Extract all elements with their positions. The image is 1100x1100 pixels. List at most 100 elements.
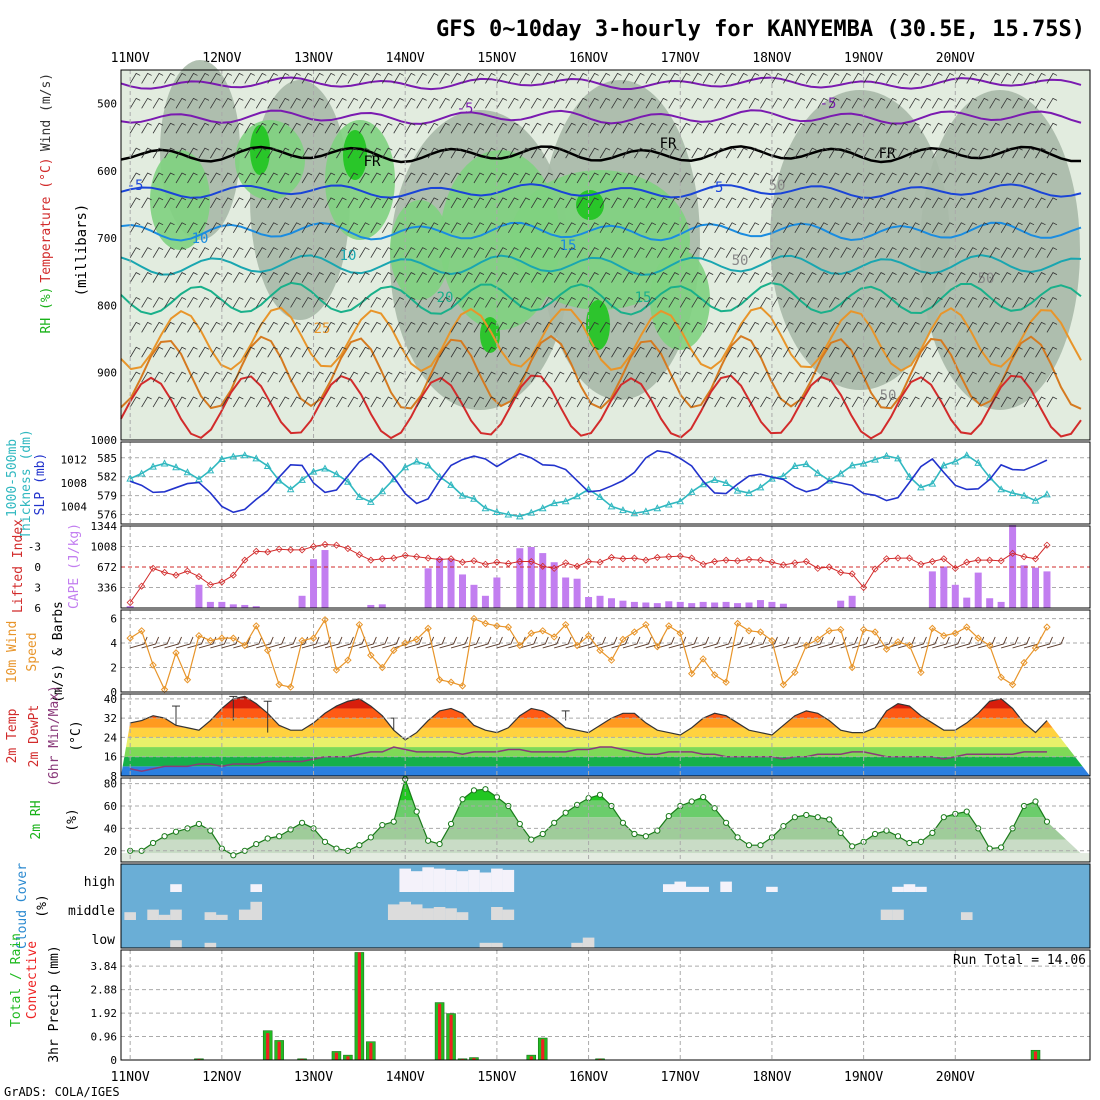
upper-wind-barb [175, 197, 187, 209]
wind-speed-point [917, 668, 925, 677]
upper-wind-barb [817, 247, 828, 258]
date-label-top: 15NOV [477, 51, 516, 66]
upper-wind-barb [164, 122, 175, 134]
upper-wind-barb [370, 272, 382, 283]
upper-wind-barb [645, 147, 657, 159]
upper-wind-barb [542, 222, 553, 234]
upper-wind-barb [496, 321, 508, 333]
upper-wind-barb [679, 222, 691, 234]
wind-barb [817, 636, 836, 649]
cape-tick-label: 336 [97, 582, 117, 595]
upper-wind-barb [622, 272, 634, 283]
upper-wind-barb [278, 172, 290, 184]
upper-wind-barb [840, 371, 851, 383]
upper-wind-barb [954, 296, 966, 308]
upper-wind-barb [427, 371, 439, 383]
upper-wind-barb [737, 147, 748, 159]
upper-wind-barb [187, 97, 198, 109]
upper-wind-barb [702, 147, 714, 159]
upper-wind-barb [278, 72, 290, 84]
lifted-index-point [481, 560, 489, 568]
upper-wind-barb [668, 172, 679, 184]
upper-wind-barb [221, 197, 233, 209]
cloud-block-high [456, 871, 469, 892]
upper-wind-barb [210, 272, 221, 283]
rh-point [1043, 818, 1051, 825]
upper-wind-barb [129, 296, 141, 308]
upper-wind-barb [152, 346, 164, 358]
upper-wind-barb [943, 172, 955, 184]
upper-wind-barb [324, 396, 336, 408]
wind-speed-point [1008, 680, 1017, 689]
upper-wind-barb [645, 321, 657, 333]
upper-wind-barb [1035, 247, 1046, 258]
upper-wind-barb [542, 321, 553, 333]
upper-wind-barb [221, 396, 233, 408]
thickness-point [229, 452, 238, 460]
upper-wind-barb [588, 172, 599, 184]
upper-wind-barb [1000, 147, 1012, 159]
precip-total-axis-label: Total / Rain [9, 933, 24, 1027]
upper-wind-barb [485, 371, 496, 383]
upper-wind-barb [966, 346, 977, 358]
thickness-point [458, 491, 467, 499]
upper-wind-barb [232, 321, 244, 333]
upper-wind-barb [645, 296, 657, 308]
thickness-point [768, 474, 776, 482]
upper-wind-barb [634, 396, 645, 408]
wind-barb [290, 636, 309, 649]
upper-wind-barb [725, 197, 737, 209]
upper-wind-barb [427, 321, 439, 333]
upper-wind-barb [210, 97, 221, 109]
upper-wind-barb [771, 346, 783, 358]
upper-wind-barb [794, 222, 806, 234]
lifted-index-point [1043, 541, 1051, 549]
upper-wind-barb [255, 147, 267, 159]
thickness-point [894, 454, 902, 462]
upper-wind-barb [267, 222, 278, 234]
upper-wind-barb [576, 122, 588, 134]
upper-wind-barb [129, 371, 141, 383]
upper-wind-barb [473, 172, 485, 184]
upper-wind-barb [1000, 247, 1012, 258]
upper-wind-barb [679, 147, 691, 159]
upper-wind-barb [599, 371, 611, 383]
lifted-index-point [711, 557, 719, 566]
upper-wind-barb [519, 272, 530, 283]
upper-wind-barb [485, 97, 496, 109]
upper-wind-barb [255, 296, 267, 308]
wind-barb [829, 636, 847, 649]
wind-speed-point [630, 628, 639, 636]
upper-wind-barb [977, 396, 989, 408]
upper-wind-barb [748, 97, 760, 109]
wind-speed-point [940, 631, 948, 640]
upper-wind-barb [737, 396, 748, 408]
upper-wind-barb [565, 272, 576, 283]
temp-axis-label: 2m Temp [5, 708, 20, 763]
upper-wind-barb [760, 396, 771, 408]
upper-wind-barb [439, 247, 450, 258]
upper-wind-barb [267, 197, 278, 209]
upper-wind-barb [840, 247, 851, 258]
upper-wind-barb [553, 321, 565, 333]
wind-barb [450, 636, 469, 649]
upper-wind-barb [920, 296, 932, 308]
wind-barb [714, 636, 733, 649]
upper-wind-barb [576, 72, 588, 84]
upper-wind-barb [221, 122, 233, 134]
wind-axis-label: Wind (m/s) [39, 73, 54, 151]
upper-wind-barb [783, 222, 794, 234]
wind-speed-point [791, 668, 799, 677]
wind-speed-point [779, 680, 788, 689]
upper-wind-barb [519, 72, 530, 84]
upper-wind-barb [576, 147, 588, 159]
cape-bar [573, 578, 581, 608]
upper-wind-barb [508, 172, 519, 184]
contour-label: FR [364, 154, 381, 170]
wind-speed-point [516, 641, 524, 650]
lifted-index-point [940, 555, 948, 563]
upper-wind-barb [473, 72, 485, 84]
upper-wind-barb [886, 172, 897, 184]
upper-wind-barb [175, 296, 187, 308]
